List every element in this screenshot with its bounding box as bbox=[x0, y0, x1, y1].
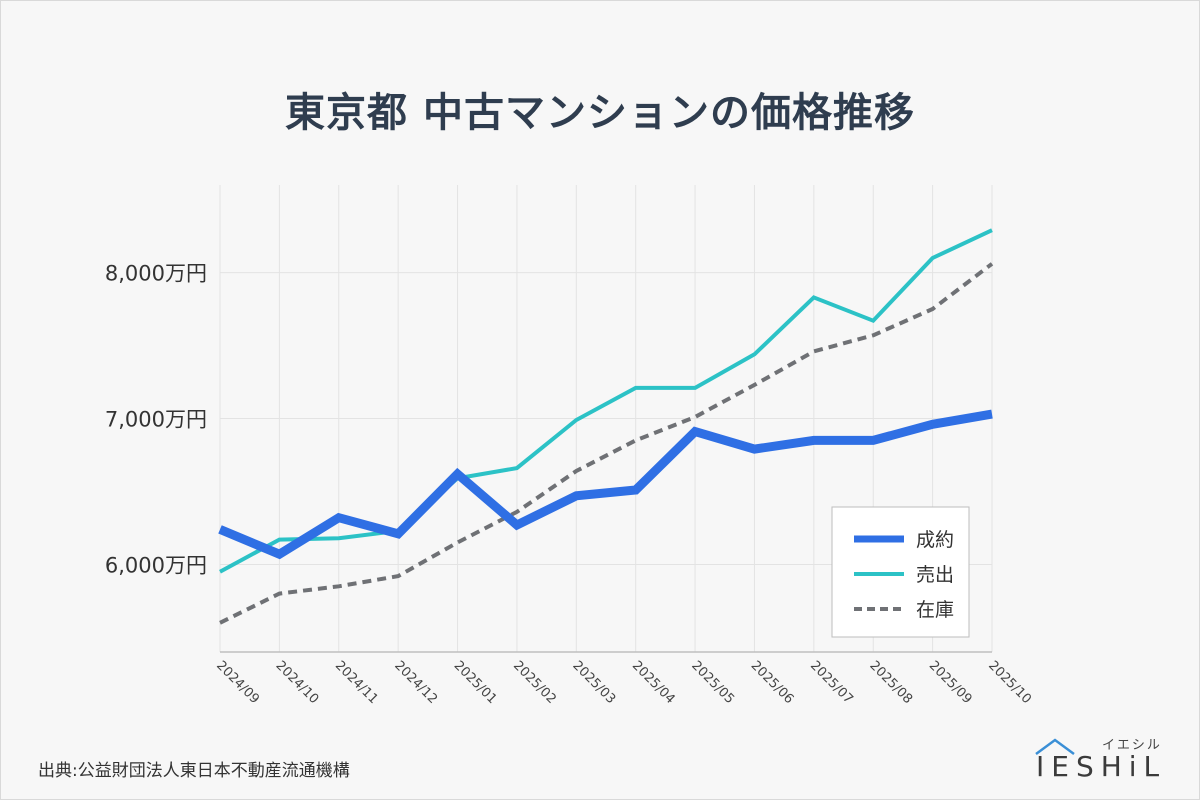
x-tick-label: 2024/09 bbox=[213, 658, 262, 707]
x-tick-label: 2025/04 bbox=[629, 658, 678, 707]
chart-title: 東京都 中古マンションの価格推移 bbox=[285, 90, 915, 136]
x-tick-label: 2025/07 bbox=[807, 658, 856, 707]
source-note: 出典:公益財団法人東日本不動産流通機構 bbox=[38, 761, 350, 781]
ieshil-logo: イエシル IESHiL bbox=[1030, 732, 1170, 783]
legend-label: 売出 bbox=[916, 564, 954, 586]
y-tick-label: 6,000万円 bbox=[105, 553, 207, 577]
logo-wordmark: IESHiL bbox=[1036, 750, 1167, 783]
x-tick-label: 2025/03 bbox=[569, 658, 618, 707]
roof-icon bbox=[1035, 738, 1075, 756]
x-tick-label: 2024/12 bbox=[391, 658, 440, 707]
x-tick-label: 2025/10 bbox=[985, 658, 1034, 707]
series-line-0 bbox=[218, 409, 993, 560]
logo-kana: イエシル bbox=[1102, 738, 1162, 753]
x-tick-label: 2025/02 bbox=[510, 658, 559, 707]
x-tick-label: 2025/06 bbox=[748, 658, 797, 707]
y-tick-label: 8,000万円 bbox=[105, 262, 207, 286]
x-tick-label: 2025/09 bbox=[926, 658, 975, 707]
legend-label: 在庫 bbox=[916, 599, 954, 621]
series-line-2 bbox=[219, 262, 994, 625]
x-tick-label: 2025/08 bbox=[866, 658, 915, 707]
x-tick-label: 2025/01 bbox=[451, 658, 500, 707]
x-tick-label: 2024/10 bbox=[273, 658, 322, 707]
legend-label: 成約 bbox=[916, 529, 954, 551]
x-tick-label: 2025/05 bbox=[688, 658, 737, 707]
x-tick-label: 2024/11 bbox=[332, 658, 381, 707]
y-tick-label: 7,000万円 bbox=[105, 408, 207, 432]
series-line-1 bbox=[219, 228, 993, 574]
